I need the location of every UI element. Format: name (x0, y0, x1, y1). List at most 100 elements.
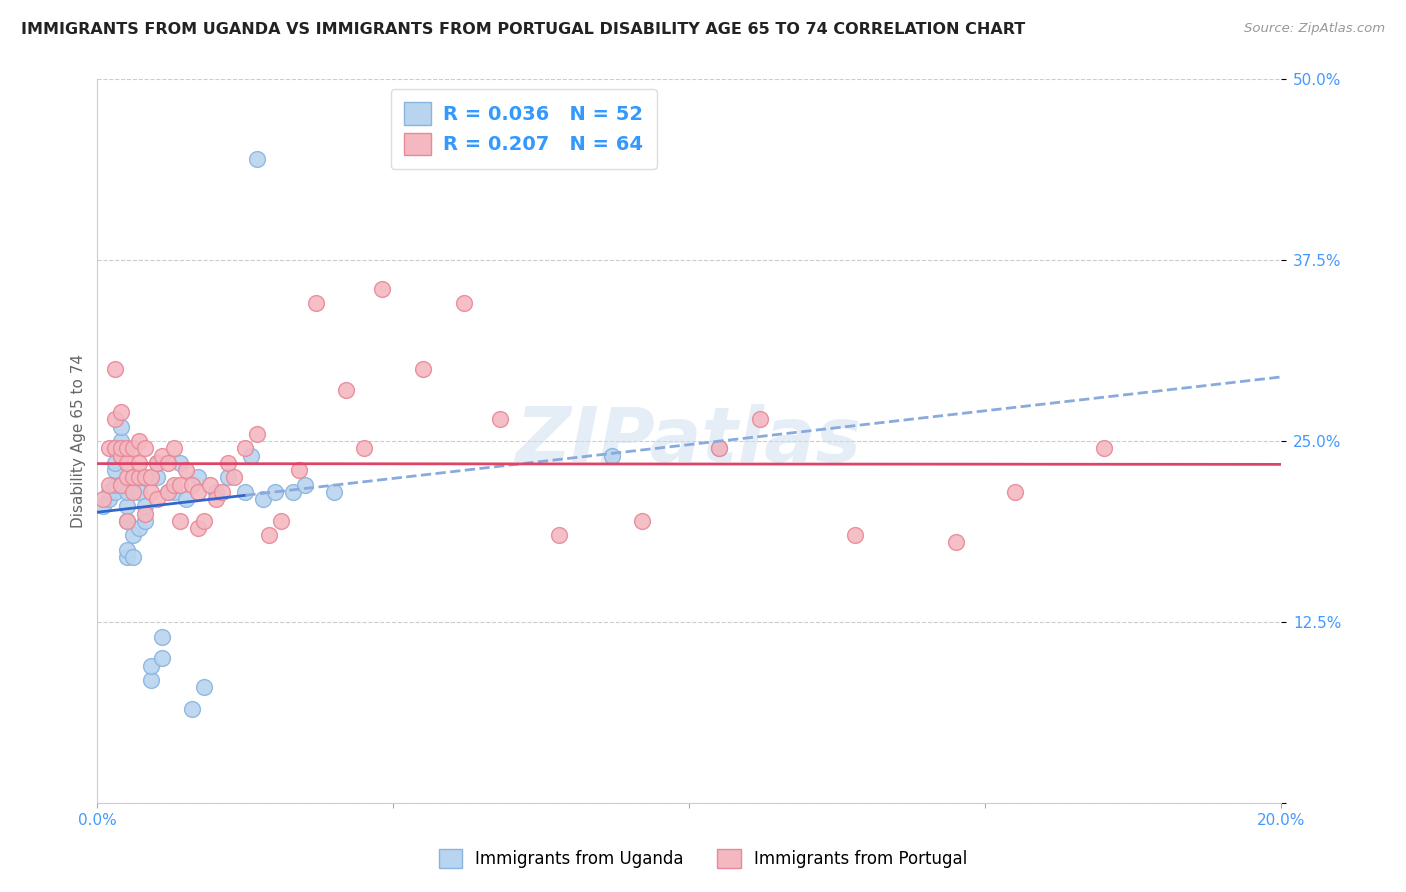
Point (217, 470, 239, 484)
Point (323, 484, 346, 499)
Point (145, 456, 167, 470)
Point (749, 412, 772, 426)
Point (104, 463, 127, 477)
Point (139, 673, 162, 687)
Point (1004, 484, 1026, 499)
Point (115, 514, 138, 528)
Point (264, 484, 287, 499)
Point (122, 528, 145, 542)
Point (128, 484, 150, 499)
Point (187, 521, 209, 535)
Point (217, 456, 239, 470)
Point (335, 384, 357, 398)
Point (145, 456, 167, 470)
Point (169, 514, 191, 528)
Point (181, 702, 204, 716)
Point (98, 491, 121, 506)
Point (945, 535, 967, 549)
Point (294, 477, 316, 491)
Point (104, 412, 127, 426)
Point (163, 477, 186, 491)
Y-axis label: Disability Age 65 to 74: Disability Age 65 to 74 (72, 354, 86, 528)
Point (235, 484, 257, 499)
Point (110, 419, 132, 434)
Point (110, 405, 132, 419)
Point (181, 477, 204, 491)
Point (707, 442, 730, 456)
Point (122, 484, 145, 499)
Text: IMMIGRANTS FROM UGANDA VS IMMIGRANTS FROM PORTUGAL DISABILITY AGE 65 TO 74 CORRE: IMMIGRANTS FROM UGANDA VS IMMIGRANTS FRO… (21, 22, 1025, 37)
Point (305, 296, 328, 310)
Point (707, 442, 730, 456)
Point (235, 442, 257, 456)
Point (193, 681, 215, 695)
Point (204, 484, 226, 499)
Point (104, 442, 127, 456)
Point (98, 442, 121, 456)
Point (174, 463, 197, 477)
Point (222, 470, 245, 484)
Point (98, 477, 121, 491)
Point (104, 442, 127, 456)
Text: ZIPatlas: ZIPatlas (516, 404, 862, 478)
Point (453, 296, 475, 310)
Point (110, 442, 132, 456)
Point (128, 470, 150, 484)
Legend: Immigrants from Uganda, Immigrants from Portugal: Immigrants from Uganda, Immigrants from … (430, 840, 976, 877)
Point (115, 514, 138, 528)
Point (240, 449, 263, 463)
Point (163, 442, 186, 456)
Point (287, 463, 309, 477)
Point (252, 491, 274, 506)
Point (157, 456, 180, 470)
Point (370, 282, 392, 296)
Point (128, 470, 150, 484)
Point (134, 500, 156, 514)
Point (115, 542, 138, 557)
Point (187, 484, 209, 499)
Point (110, 449, 132, 463)
Point (122, 470, 145, 484)
Point (174, 491, 197, 506)
Point (134, 442, 156, 456)
Point (110, 434, 132, 449)
Point (91, 491, 114, 506)
Point (270, 514, 292, 528)
Point (281, 484, 304, 499)
Point (602, 449, 624, 463)
Point (122, 549, 145, 564)
Point (844, 528, 866, 542)
Point (91, 500, 114, 514)
Point (157, 484, 180, 499)
Point (548, 528, 571, 542)
Point (115, 484, 138, 499)
Legend: R = 0.036   N = 52, R = 0.207   N = 64: R = 0.036 N = 52, R = 0.207 N = 64 (391, 88, 657, 169)
Point (122, 470, 145, 484)
Point (246, 152, 269, 166)
Point (128, 456, 150, 470)
Point (152, 630, 174, 644)
Point (246, 426, 269, 441)
Point (98, 484, 121, 499)
Point (104, 442, 127, 456)
Point (104, 456, 127, 470)
Point (257, 528, 280, 542)
Point (198, 477, 221, 491)
Point (104, 484, 127, 499)
Point (134, 514, 156, 528)
Point (1092, 442, 1115, 456)
Point (204, 491, 226, 506)
Point (211, 484, 233, 499)
Point (157, 484, 180, 499)
Point (115, 500, 138, 514)
Point (145, 470, 167, 484)
Point (139, 484, 162, 499)
Point (169, 477, 191, 491)
Point (145, 491, 167, 506)
Point (193, 514, 215, 528)
Point (152, 449, 174, 463)
Point (110, 442, 132, 456)
Point (152, 651, 174, 665)
Text: Source: ZipAtlas.com: Source: ZipAtlas.com (1244, 22, 1385, 36)
Point (187, 470, 209, 484)
